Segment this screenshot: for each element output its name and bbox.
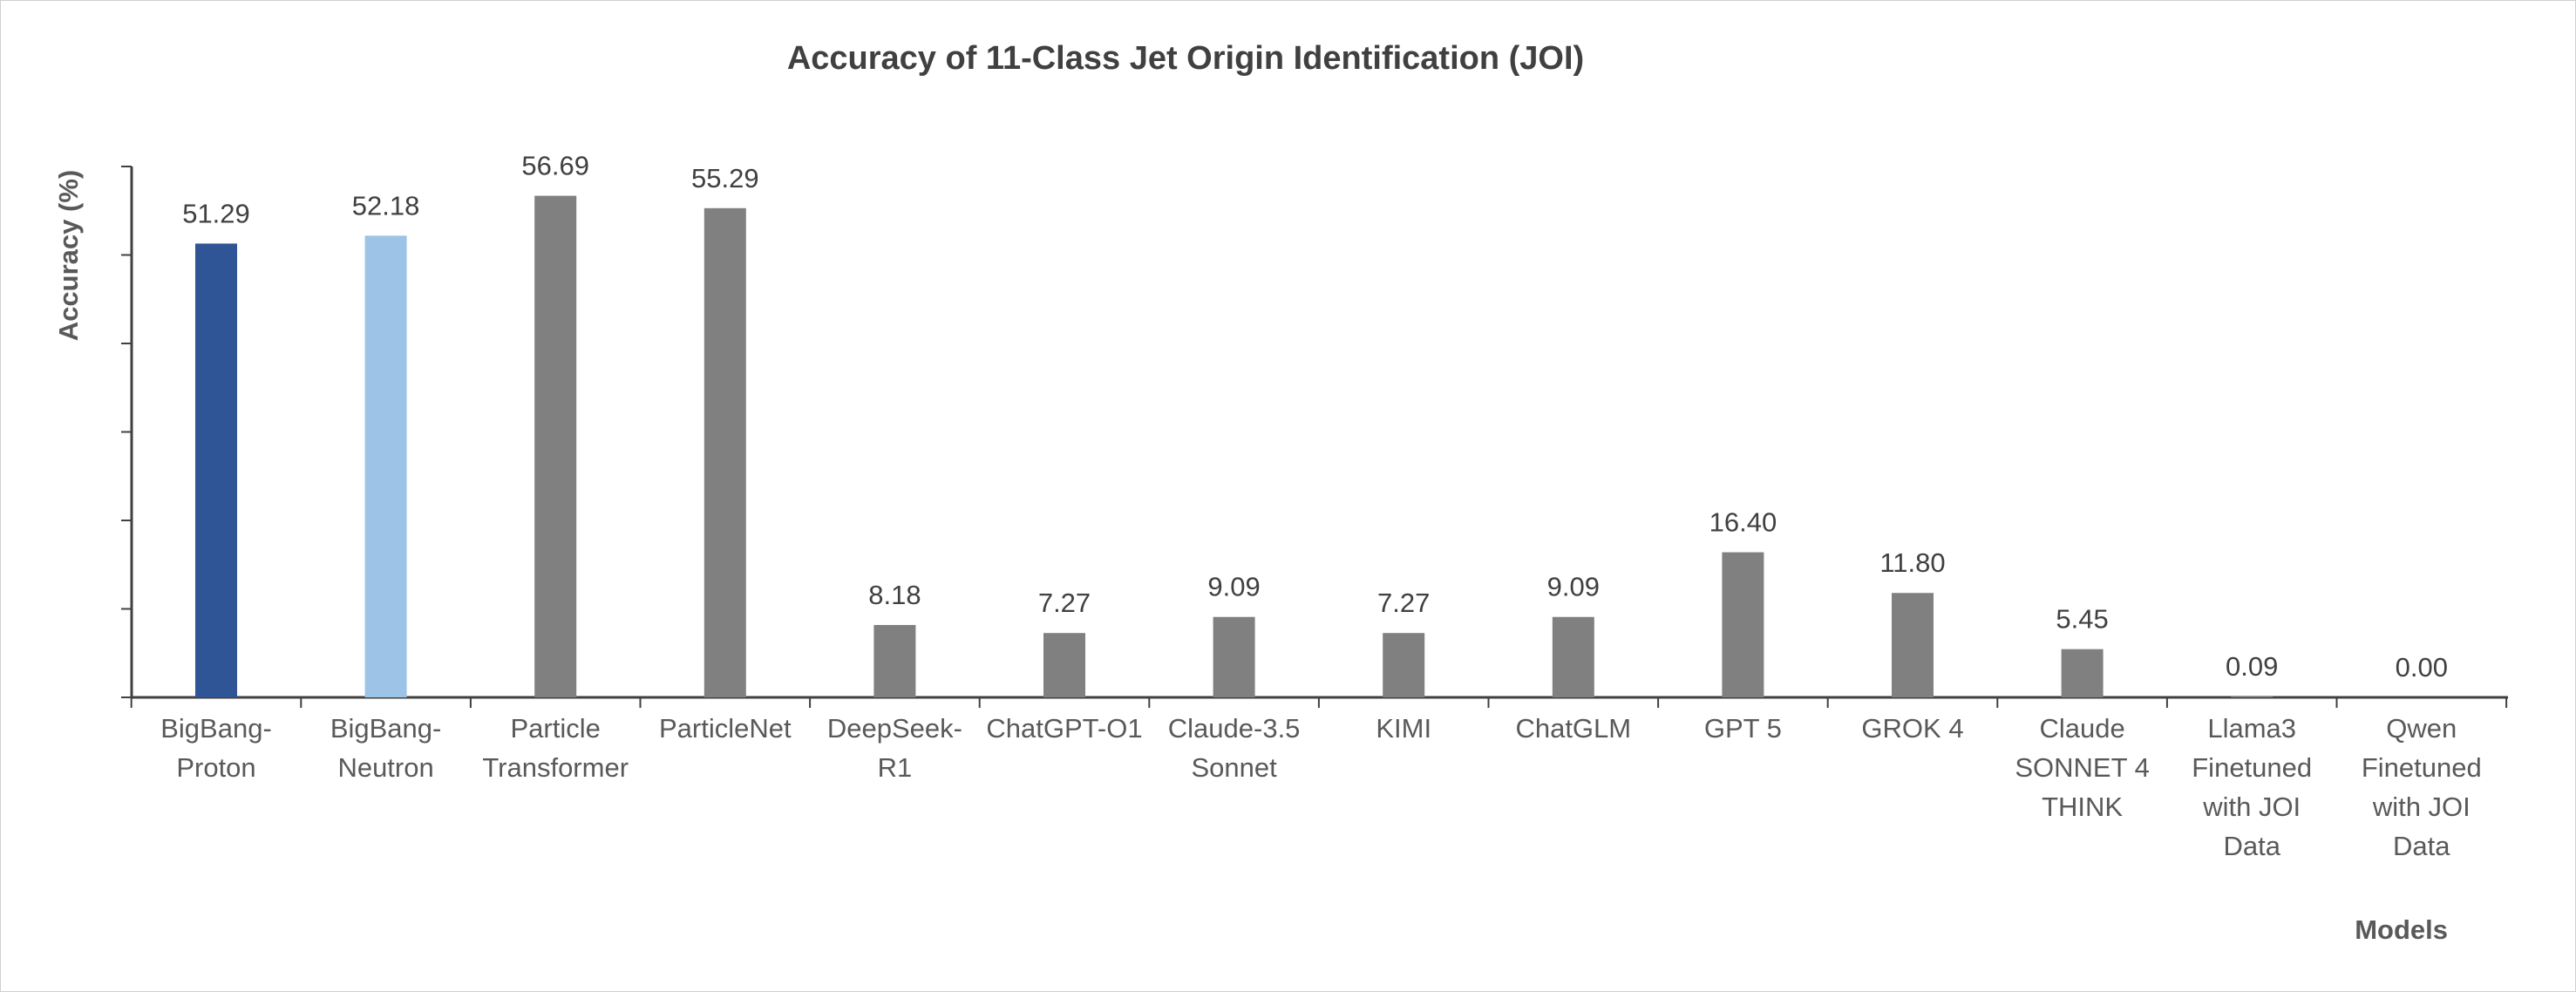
x-tick-label: GROK 4 bbox=[1861, 713, 1963, 744]
x-tick-label-line: Proton bbox=[176, 752, 255, 783]
bar bbox=[195, 243, 237, 697]
x-tick-label-line: Claude bbox=[2039, 713, 2124, 744]
x-tick-label: GPT 5 bbox=[1704, 713, 1782, 744]
x-tick-label-line: BigBang- bbox=[160, 713, 272, 744]
bar bbox=[703, 207, 746, 697]
x-tick-label: Claude SONNET 4 THINK bbox=[2015, 713, 2149, 822]
x-tick-labels-group: BigBang- Proton BigBang- Neutron Particle Tra… bbox=[160, 713, 2482, 861]
data-label: 7.27 bbox=[1038, 588, 1091, 618]
x-tick-label-line: Data bbox=[2393, 831, 2450, 861]
data-label: 0.00 bbox=[2396, 652, 2448, 683]
x-tick-label: ChatGLM bbox=[1515, 713, 1631, 744]
data-label: 51.29 bbox=[182, 198, 250, 228]
x-tick-label-line: BigBang- bbox=[330, 713, 442, 744]
data-label: 8.18 bbox=[868, 580, 921, 610]
x-tick-label-line: GPT 5 bbox=[1704, 713, 1782, 744]
data-label: 9.09 bbox=[1547, 572, 1600, 602]
data-label: 5.45 bbox=[2056, 604, 2108, 635]
x-tick-label-line: KIMI bbox=[1376, 713, 1431, 744]
bar bbox=[2061, 649, 2104, 697]
x-tick-label-line: Finetuned bbox=[2192, 752, 2312, 783]
x-tick-label-line: R1 bbox=[878, 752, 913, 783]
x-tick-label-line: ChatGPT-O1 bbox=[986, 713, 1142, 744]
x-axis-title: Models bbox=[2355, 914, 2448, 945]
bar bbox=[1043, 633, 1085, 697]
y-axis bbox=[121, 166, 133, 698]
bar bbox=[2231, 696, 2274, 697]
data-label: 16.40 bbox=[1709, 507, 1777, 538]
x-tick-label-line: GROK 4 bbox=[1861, 713, 1963, 744]
x-tick-label-line: Claude-3.5 bbox=[1168, 713, 1301, 744]
data-label: 0.09 bbox=[2226, 651, 2278, 682]
x-tick-label-line: Data bbox=[2223, 831, 2280, 861]
x-tick-label-line: Finetuned bbox=[2362, 752, 2482, 783]
chart-title: Accuracy of 11-Class Jet Origin Identifi… bbox=[787, 40, 1584, 77]
bar bbox=[1552, 616, 1594, 697]
bar bbox=[1892, 593, 1934, 697]
x-tick-label-line: Llama3 bbox=[2207, 713, 2296, 744]
data-label: 52.18 bbox=[352, 190, 420, 221]
x-tick-label-line: Neutron bbox=[337, 752, 433, 783]
x-tick-label: BigBang- Proton bbox=[160, 713, 272, 783]
bar bbox=[364, 235, 407, 697]
bar bbox=[1383, 633, 1425, 697]
bar bbox=[1213, 616, 1255, 697]
x-tick-label-line: ChatGLM bbox=[1515, 713, 1631, 744]
x-tick-label: ChatGPT-O1 bbox=[986, 713, 1142, 744]
x-tick-label: DeepSeek- R1 bbox=[827, 713, 962, 783]
bar bbox=[873, 624, 916, 697]
x-tick-label-line: DeepSeek- bbox=[827, 713, 962, 744]
bar bbox=[1722, 552, 1764, 697]
data-label: 56.69 bbox=[521, 151, 589, 181]
x-axis bbox=[130, 696, 2508, 708]
bars-group bbox=[195, 195, 2274, 697]
x-tick-label: Particle Transformer bbox=[482, 713, 629, 783]
data-label: 9.09 bbox=[1207, 572, 1260, 602]
x-tick-label: KIMI bbox=[1376, 713, 1431, 744]
x-tick-label: Llama3 Finetuned with JOI Data bbox=[2192, 713, 2312, 861]
x-tick-label-line: THINK bbox=[2042, 792, 2123, 822]
x-tick-label-line: ParticleNet bbox=[659, 713, 792, 744]
y-axis-title: Accuracy (%) bbox=[53, 170, 84, 341]
x-tick-label: Claude-3.5 Sonnet bbox=[1168, 713, 1301, 783]
x-tick-label: ParticleNet bbox=[659, 713, 792, 744]
data-label: 55.29 bbox=[691, 163, 759, 194]
x-tick-label-line: SONNET 4 bbox=[2015, 752, 2149, 783]
x-tick-label-line: Qwen bbox=[2386, 713, 2457, 744]
x-tick-label-line: with JOI bbox=[2372, 792, 2471, 822]
data-label: 11.80 bbox=[1879, 547, 1945, 578]
x-tick-label: BigBang- Neutron bbox=[330, 713, 442, 783]
x-tick-label-line: Particle bbox=[511, 713, 601, 744]
x-tick-label-line: Sonnet bbox=[1191, 752, 1277, 783]
x-tick-label-line: Transformer bbox=[482, 752, 629, 783]
data-labels-group: 51.29 52.18 56.69 55.29 8.18 7.27 9.09 7.27 9.09… bbox=[182, 151, 2448, 683]
data-label: 7.27 bbox=[1377, 588, 1430, 618]
x-tick-label-line: with JOI bbox=[2202, 792, 2301, 822]
x-tick-label: Qwen Finetuned with JOI Data bbox=[2362, 713, 2482, 861]
bar bbox=[534, 195, 577, 697]
